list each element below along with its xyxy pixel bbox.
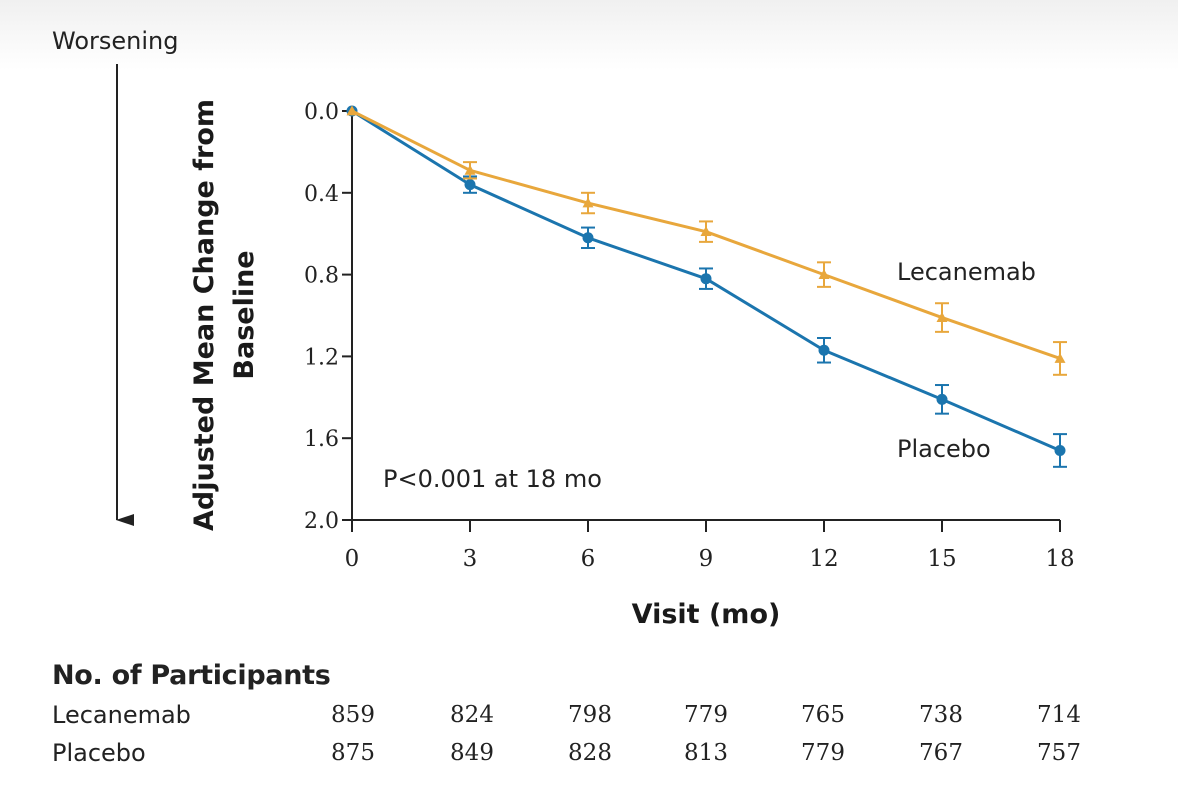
data-point <box>818 344 830 356</box>
data-point <box>346 105 358 116</box>
participants-row-label: Lecanemab <box>52 701 191 729</box>
participants-row-label: Placebo <box>52 739 146 767</box>
y-axis-title-line-1: Adjusted Mean Change from <box>189 99 220 531</box>
x-tick-label: 12 <box>809 546 838 572</box>
series-lecanemab <box>346 105 1067 376</box>
x-tick-label: 15 <box>927 546 956 572</box>
data-point <box>700 226 712 237</box>
data-point <box>936 393 948 405</box>
data-point <box>936 312 948 322</box>
y-tick-label: 0.4 <box>304 182 339 207</box>
participants-count: 859 <box>331 702 375 728</box>
participants-count: 779 <box>801 740 845 766</box>
participants-table: No. of Participants Lecanemab 859 824 798 7… <box>52 656 1152 772</box>
participants-count: 875 <box>331 740 375 766</box>
data-point <box>464 179 476 191</box>
data-point <box>464 164 476 175</box>
axes: 0.0 0.4 0.8 1.2 1.6 2.00 3 6 9 12 15 18 <box>304 100 1075 572</box>
header-band <box>0 0 1178 70</box>
participants-count: 738 <box>919 702 963 728</box>
y-tick-label: 0.8 <box>304 264 339 289</box>
data-point <box>700 273 712 285</box>
y-tick-label: 1.6 <box>304 427 339 452</box>
worsening-label: Worsening <box>52 27 178 55</box>
data-point <box>1054 352 1066 363</box>
x-axis-title: Visit (mo) <box>632 599 781 630</box>
participants-row-lecanemab: Lecanemab 859 824 798 779 765 738 714 <box>52 696 1152 734</box>
participants-count: 798 <box>568 702 612 728</box>
series-placebo <box>346 105 1067 468</box>
participants-count: 849 <box>450 740 494 766</box>
data-point <box>582 232 594 244</box>
series-label-placebo: Placebo <box>897 435 991 463</box>
participants-count: 824 <box>450 702 494 728</box>
participants-count: 757 <box>1037 740 1081 766</box>
data-point <box>582 197 594 208</box>
data-point <box>1054 444 1066 456</box>
participants-row-placebo: Placebo 875 849 828 813 779 767 757 <box>52 734 1152 772</box>
x-tick-label: 18 <box>1045 546 1074 572</box>
x-tick-label: 6 <box>581 546 596 572</box>
y-axis-title-line-2: Baseline <box>229 250 260 379</box>
participants-count: 813 <box>684 740 728 766</box>
y-tick-label: 2.0 <box>304 509 339 534</box>
data-point <box>818 269 830 279</box>
x-tick-label: 0 <box>345 546 360 572</box>
series-layer <box>346 105 1067 468</box>
series-label-lecanemab: Lecanemab <box>897 258 1036 286</box>
y-tick-label: 0.0 <box>304 100 339 125</box>
y-tick-label: 1.2 <box>304 345 339 370</box>
participants-count: 767 <box>919 740 963 766</box>
participants-count: 714 <box>1037 702 1081 728</box>
x-tick-label: 3 <box>463 546 478 572</box>
participants-count: 828 <box>568 740 612 766</box>
p-value-annotation: P<0.001 at 18 mo <box>383 465 602 493</box>
line-chart: Worsening Adjusted Mean Change from Base… <box>52 27 1075 630</box>
participants-count: 765 <box>801 702 845 728</box>
x-tick-label: 9 <box>699 546 714 572</box>
participants-title: No. of Participants <box>52 660 331 691</box>
participants-count: 779 <box>684 702 728 728</box>
